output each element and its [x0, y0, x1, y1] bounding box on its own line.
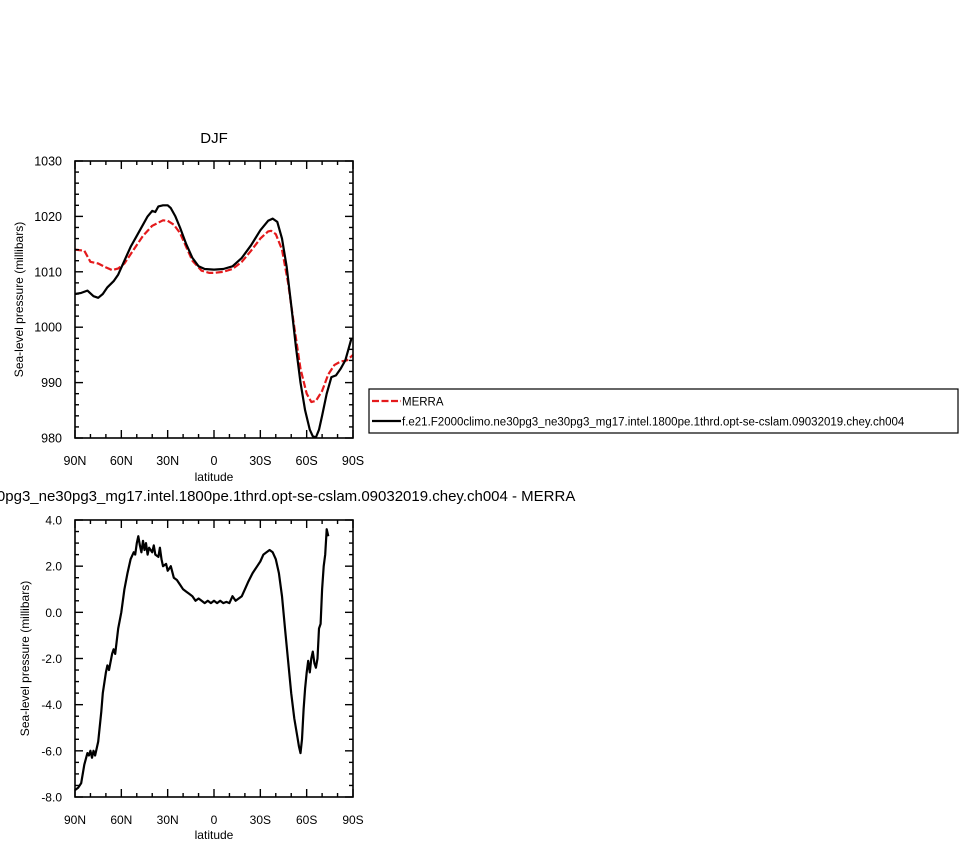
plot-frame [74, 160, 354, 439]
x-tick-label: 90N [64, 813, 86, 827]
legend-label: MERRA [402, 397, 444, 409]
x-tick-label: 60S [296, 813, 317, 827]
x-tick-label: 60S [296, 454, 318, 468]
x-tick-label: 0 [211, 813, 218, 827]
y-tick-label: 1020 [34, 210, 62, 224]
y-tick-label: 1010 [34, 265, 62, 279]
chart-title: DJF [200, 130, 228, 147]
chart-title: f.e21.F2000climo.ne30pg3_ne30pg3_mg17.in… [0, 488, 575, 505]
x-tick-label: 90S [342, 454, 364, 468]
x-tick-label: 30S [250, 813, 271, 827]
x-tick-label: 60N [110, 454, 133, 468]
y-tick-label: 980 [41, 432, 62, 446]
y-tick-label: -8.0 [41, 791, 62, 805]
y-tick-label: 1030 [34, 155, 62, 169]
y-tick-label: 1000 [34, 321, 62, 335]
y-tick-label: 0.0 [45, 606, 62, 620]
x-tick-label: 30S [249, 454, 271, 468]
legend-label: f.e21.F2000climo.ne30pg3_ne30pg3_mg17.in… [402, 417, 905, 429]
legend-box [368, 388, 959, 434]
y-tick-label: 990 [41, 376, 62, 390]
y-axis-title: Sea-level pressure (millibars) [18, 581, 32, 736]
series-line [74, 204, 353, 439]
y-tick-label: 4.0 [45, 514, 62, 528]
series-line [74, 219, 354, 404]
y-tick-label: 2.0 [45, 560, 62, 574]
y-tick-label: -6.0 [41, 744, 62, 758]
x-axis-title: latitude [195, 828, 234, 842]
x-tick-label: 90S [342, 813, 363, 827]
x-tick-label: 30N [157, 813, 179, 827]
x-tick-label: 0 [211, 454, 218, 468]
x-tick-label: 30N [156, 454, 179, 468]
x-tick-label: 90N [64, 454, 87, 468]
series-line [74, 528, 330, 791]
y-tick-label: -2.0 [41, 652, 62, 666]
y-tick-label: -4.0 [41, 698, 62, 712]
x-axis-title: latitude [195, 470, 234, 484]
x-tick-label: 60N [110, 813, 132, 827]
y-axis-title: Sea-level pressure (millibars) [12, 222, 26, 377]
